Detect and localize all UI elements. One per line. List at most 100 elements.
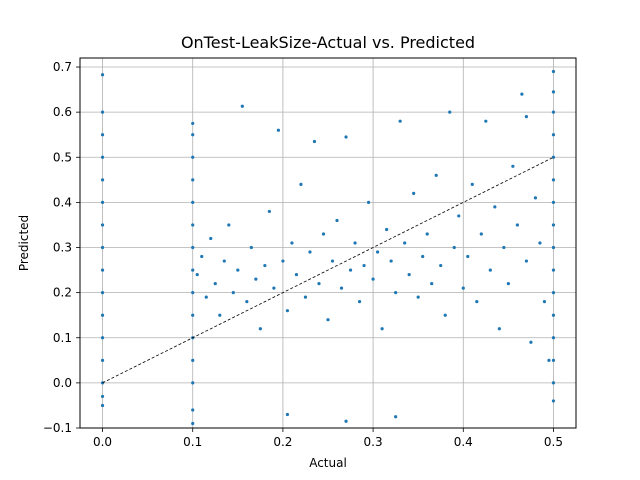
data-point [254,277,258,281]
data-point [191,268,195,272]
data-point [547,358,551,362]
data-point [353,241,357,245]
data-point [100,178,105,182]
data-point [344,135,348,139]
data-point [100,223,105,227]
data-point [421,254,425,259]
data-point [294,272,299,277]
data-point [285,309,290,313]
data-point [191,421,195,426]
chart-title: OnTest-LeakSize-Actual vs. Predicted [181,33,475,52]
data-point [100,110,105,114]
data-point [371,277,375,281]
y-tick-label: 0.0 [53,376,72,390]
data-point [524,259,529,263]
data-point [511,164,515,168]
data-point [362,263,366,268]
plot-frame [79,57,577,429]
data-point [466,254,470,259]
data-point [551,336,556,340]
data-point [303,295,308,299]
data-point [448,110,452,114]
data-point [551,155,556,159]
data-point [312,139,317,144]
y-tick-label: −0.1 [43,421,72,435]
data-point [488,268,492,272]
data-point [385,227,389,232]
data-point [209,236,213,241]
data-point [330,259,335,263]
data-point [100,313,105,317]
data-point [285,412,290,417]
data-point [231,291,235,295]
data-point [479,232,483,236]
data-point [551,69,556,74]
data-point [493,205,497,209]
data-point [100,358,105,362]
y-tick-label: 0.1 [53,331,72,345]
data-point [416,295,420,299]
data-point [227,223,231,227]
data-point [376,250,380,254]
data-point [100,291,105,295]
data-point [100,403,105,408]
data-point [461,286,465,290]
data-point [218,313,222,317]
data-point [100,133,105,137]
data-point [272,286,276,290]
data-point [506,282,510,286]
data-point [425,232,429,236]
data-point [195,272,199,277]
data-point [366,200,371,204]
data-point [290,241,294,245]
data-point [394,291,398,295]
y-tick-label: 0.5 [53,150,72,164]
data-point [240,104,244,108]
data-point [191,223,195,227]
reference-line [102,156,554,384]
data-point [515,223,519,227]
data-point [100,155,105,159]
data-point [551,200,556,204]
data-point [551,291,556,295]
data-point [335,218,339,223]
data-point [191,291,195,295]
data-point [191,313,195,317]
data-point [470,182,474,186]
data-points [100,69,556,426]
data-point [497,327,501,331]
data-point [191,381,195,385]
data-point [357,300,362,304]
data-point [443,313,447,317]
data-point [551,358,556,362]
data-point [191,133,195,137]
data-point [430,282,434,286]
data-point [551,399,556,403]
data-point [542,300,547,304]
data-point [412,191,416,195]
data-point [452,245,456,250]
data-point [245,300,249,304]
data-point [520,92,524,96]
y-tick-label: 0.6 [53,105,72,119]
data-point [200,254,204,259]
data-point [191,358,195,362]
data-point [551,110,556,114]
data-point [551,90,556,94]
data-point [258,327,262,331]
data-point [317,282,321,286]
data-point [191,200,195,204]
data-point [326,318,330,322]
data-point [439,263,443,268]
data-point [457,214,461,218]
x-tick-label: 0.1 [183,435,202,449]
data-point [100,394,105,399]
data-point [344,419,348,423]
data-point [191,155,195,159]
data-point [100,73,105,77]
data-point [407,272,411,277]
data-point [551,381,556,385]
x-tick-label: 0.5 [544,435,563,449]
data-point [213,282,217,286]
x-axis-label: Actual [309,456,347,470]
